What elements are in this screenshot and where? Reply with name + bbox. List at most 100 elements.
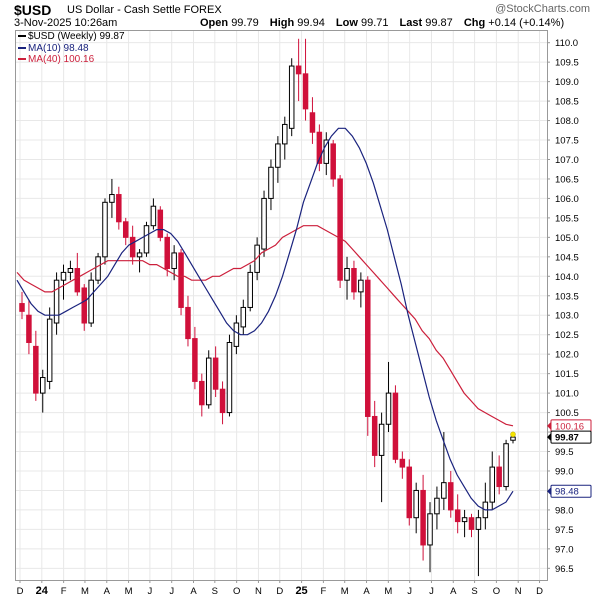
last-price-marker: [510, 431, 516, 438]
ohlc-summary: Open 99.79 High 99.94 Low 99.71 Last 99.…: [200, 17, 564, 29]
candle-body: [489, 466, 496, 503]
plot-area[interactable]: [15, 30, 548, 581]
y-tick-label: 104.0: [555, 272, 579, 283]
candle-body: [81, 287, 87, 324]
x-tick-label: S: [471, 586, 477, 597]
candle-body: [392, 392, 399, 460]
legend-ma40-swatch: [18, 58, 26, 61]
x-tick-label: M: [341, 586, 349, 597]
x-tick-label: J: [407, 586, 412, 597]
candle-body: [337, 178, 343, 281]
low-value: 99.71: [360, 17, 389, 29]
y-tick-label: 97.5: [555, 525, 574, 536]
candle-body: [434, 497, 440, 515]
ticker-description: US Dollar - Cash Settle FOREX: [67, 4, 222, 16]
legend-main: $USD (Weekly) 99.87: [18, 31, 125, 42]
y-tick-label: 103.5: [555, 291, 579, 302]
y-tick-label: 109.0: [555, 77, 579, 88]
y-tick-label: 108.5: [555, 97, 579, 108]
candle-body: [212, 357, 219, 390]
candle-body: [171, 252, 177, 270]
price-label-text: 99.87: [555, 433, 579, 444]
candle-body: [19, 303, 25, 312]
y-tick-label: 105.0: [555, 233, 579, 244]
candle-body: [143, 225, 150, 254]
legend-main-swatch: [18, 35, 26, 38]
candle-body: [205, 357, 212, 406]
x-tick-label: D: [536, 586, 543, 597]
x-tick-label: J: [429, 586, 434, 597]
candle-body: [316, 131, 323, 164]
candle-body: [122, 221, 129, 238]
candle-body: [406, 466, 413, 519]
y-tick-label: 110.0: [555, 38, 578, 49]
candle-body: [150, 205, 157, 227]
candle-body: [358, 279, 364, 293]
candle-body: [26, 314, 32, 343]
candle-body: [136, 252, 143, 258]
candle-body: [88, 279, 94, 324]
legend-main-text: $USD (Weekly) 99.87: [28, 31, 125, 42]
candle-body: [344, 268, 350, 281]
legend-ma10-text: MA(10) 98.48: [28, 43, 89, 54]
last-label: Last: [399, 17, 423, 29]
y-tick-label: 97.0: [555, 544, 574, 555]
x-tick-label: F: [320, 586, 326, 597]
candle-body: [295, 65, 302, 75]
x-tick-label: N: [255, 586, 262, 597]
candle-body: [288, 65, 295, 129]
x-tick-label: S: [212, 586, 218, 597]
y-tick-label: 107.0: [555, 155, 579, 166]
y-tick-label: 99.5: [555, 447, 574, 458]
last-value: 99.87: [425, 17, 453, 29]
candle-body: [441, 482, 447, 499]
candle-body: [275, 143, 281, 168]
candle-body: [496, 466, 502, 488]
candle-body: [178, 252, 184, 308]
x-tick-label: M: [125, 586, 133, 597]
x-tick-label: A: [363, 586, 370, 597]
candle-body: [67, 268, 74, 273]
candle-body: [74, 268, 81, 293]
price-label-pointer: [547, 421, 551, 430]
x-tick-label: M: [384, 586, 392, 597]
candle-body: [475, 517, 482, 530]
candle-body: [365, 279, 371, 417]
candle-body: [454, 509, 461, 523]
high-value: 99.94: [297, 17, 325, 29]
x-tick-label: D: [17, 586, 24, 597]
candle-body: [351, 268, 357, 293]
candle-body: [226, 341, 233, 414]
candle-body: [330, 143, 336, 180]
candle-body: [282, 123, 288, 145]
legend-ma10: MA(10) 98.48: [18, 43, 89, 54]
x-tick-label: O: [493, 586, 500, 597]
candle-body: [95, 256, 101, 281]
candle-body: [219, 388, 226, 414]
low-label: Low: [335, 17, 358, 29]
y-tick-label: 102.0: [555, 350, 579, 361]
y-tick-label: 100.5: [555, 408, 579, 419]
ticker-symbol: $USD: [14, 2, 52, 18]
change-value: +0.14 (+0.14%): [488, 17, 565, 29]
candle-body: [60, 271, 67, 281]
y-tick-label: 104.5: [555, 252, 579, 263]
ma40-line: [16, 225, 514, 427]
price-label-text: 98.48: [555, 487, 579, 498]
candle-body: [254, 244, 260, 273]
x-tick-label: J: [148, 586, 153, 597]
candle-body: [261, 197, 267, 250]
x-tick-label: N: [515, 586, 522, 597]
candle-body: [268, 166, 274, 199]
y-tick-label: 105.5: [555, 213, 579, 224]
price-label-pointer: [547, 487, 551, 496]
y-tick-label: 103.0: [555, 311, 579, 322]
candle-body: [420, 489, 426, 546]
y-tick-label: 108.0: [555, 116, 579, 127]
y-tick-label: 98.0: [555, 505, 574, 516]
y-tick-label: 106.0: [555, 194, 579, 205]
x-tick-label: A: [104, 586, 111, 597]
ma10-line: [16, 127, 514, 511]
y-tick-label: 102.5: [555, 330, 579, 341]
